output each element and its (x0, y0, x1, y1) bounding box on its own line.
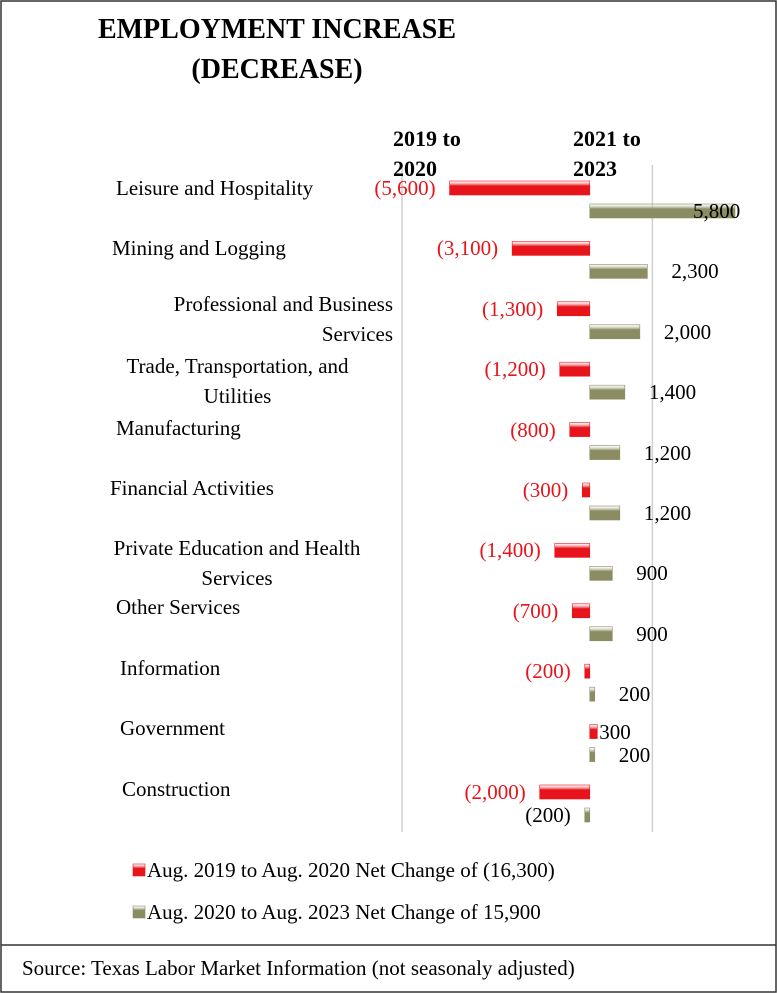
bar (589, 626, 613, 642)
value-label: 2,000 (663, 319, 712, 344)
category-label: Leisure and Hospitality (116, 176, 314, 200)
bar (589, 566, 613, 581)
bar (571, 603, 591, 619)
bar (589, 384, 626, 400)
value-label: (1,400) (479, 538, 541, 563)
value-label: (5,600) (374, 176, 436, 200)
value-label: 5,800 (693, 199, 741, 223)
legend-label: Aug. 2019 to Aug. 2020 Net Change of (16… (147, 858, 555, 882)
bar (589, 445, 621, 460)
value-label: 200 (618, 682, 651, 707)
bar (569, 422, 591, 437)
value-label: 1,200 (643, 501, 692, 525)
value-label: 900 (636, 621, 668, 646)
bar (589, 203, 736, 219)
value-label: (200) (525, 659, 571, 684)
value-label: 2,300 (671, 259, 719, 284)
legend-swatch (132, 905, 146, 919)
bar (589, 747, 596, 762)
legend-label: Aug. 2020 to Aug. 2023 Net Change of 15,… (147, 900, 541, 924)
legend-swatch (132, 863, 146, 877)
category-label: Manufacturing (116, 416, 241, 440)
value-label: (1,200) (484, 357, 546, 382)
category-label: Trade, Transportation, and Utilities (126, 354, 349, 408)
column-header: 2021 to 2023 (573, 126, 641, 181)
value-label: 1,400 (648, 380, 697, 405)
bar (589, 264, 648, 279)
bar (589, 505, 621, 521)
category-label: Government (120, 716, 225, 740)
value-label: (1,300) (481, 296, 544, 321)
category-label: Professional and Business Services (173, 292, 393, 346)
column-header: 2019 to 2020 (393, 126, 461, 181)
bar (556, 301, 591, 317)
bar (539, 784, 591, 800)
bar (511, 241, 591, 256)
bar (554, 543, 591, 558)
value-label: (2,000) (464, 780, 526, 804)
bar (584, 663, 591, 679)
source: Source: Texas Labor Market Information (… (22, 956, 575, 980)
value-label: 1,200 (643, 440, 692, 465)
bar (589, 724, 598, 739)
category-label: Other Services (116, 595, 241, 619)
value-label: (3,100) (436, 236, 499, 261)
category-label: Financial Activities (110, 476, 274, 500)
bar (584, 807, 591, 823)
bar (449, 180, 591, 196)
value-label: 900 (636, 561, 668, 586)
bar (581, 482, 591, 498)
value-label: 300 (599, 719, 631, 744)
bar (589, 324, 641, 340)
bar (589, 686, 596, 702)
category-label: Private Education and Health Services (113, 536, 361, 590)
category-label: Construction (122, 777, 231, 801)
value-label: (700) (512, 598, 559, 623)
chart-title: EMPLOYMENT INCREASE (DECREASE) (97, 14, 457, 85)
value-label: (800) (510, 417, 556, 442)
value-label: (300) (522, 478, 569, 502)
category-label: Mining and Logging (112, 236, 286, 260)
value-label: (200) (525, 803, 571, 827)
category-label: Information (120, 656, 221, 680)
value-label: 200 (618, 742, 651, 767)
bar (559, 361, 591, 377)
